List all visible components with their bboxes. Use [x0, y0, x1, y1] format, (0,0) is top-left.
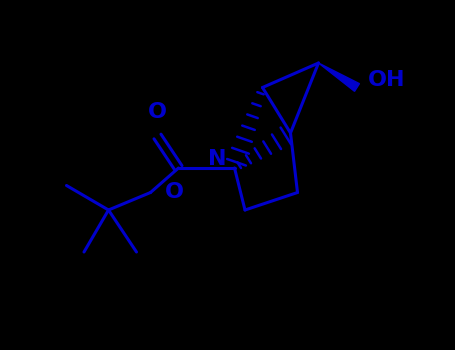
Polygon shape	[318, 63, 359, 91]
Text: OH: OH	[368, 70, 405, 91]
Text: O: O	[148, 103, 167, 122]
Text: O: O	[165, 182, 183, 203]
Text: N: N	[208, 149, 226, 169]
